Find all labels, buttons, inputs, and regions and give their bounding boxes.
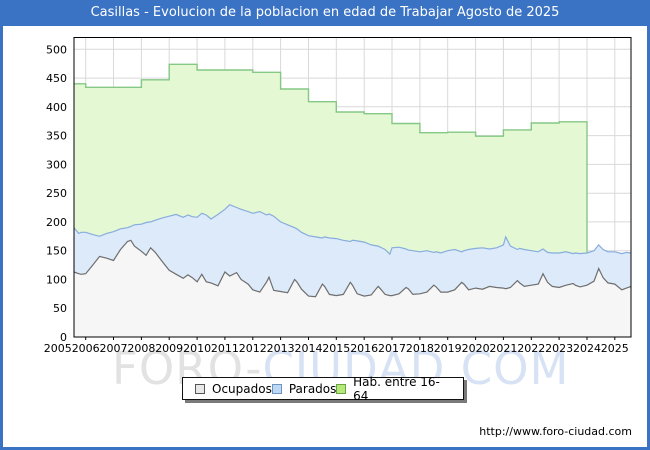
svg-text:2017: 2017 xyxy=(378,342,406,355)
svg-text:2014: 2014 xyxy=(295,342,323,355)
legend-label-hab-16-64: Hab. entre 16-64 xyxy=(353,374,440,403)
svg-text:2022: 2022 xyxy=(517,342,545,355)
legend-label-parados: Parados xyxy=(288,381,337,396)
svg-text:2020: 2020 xyxy=(462,342,490,355)
legend: Ocupados Parados Hab. entre 16-64 xyxy=(182,375,464,403)
hab-16-64-swatch-icon xyxy=(336,383,347,394)
svg-text:2021: 2021 xyxy=(489,342,517,355)
svg-text:150: 150 xyxy=(46,245,67,258)
legend-item-hab-16-64: Hab. entre 16-64 xyxy=(336,375,451,403)
svg-text:0: 0 xyxy=(60,331,67,344)
svg-text:2010: 2010 xyxy=(183,342,211,355)
site-url[interactable]: http://www.foro-ciudad.com xyxy=(479,425,632,438)
svg-text:2018: 2018 xyxy=(406,342,434,355)
svg-text:2015: 2015 xyxy=(322,342,350,355)
svg-text:250: 250 xyxy=(46,187,67,200)
svg-text:350: 350 xyxy=(46,130,67,143)
svg-text:500: 500 xyxy=(46,43,67,56)
svg-text:2007: 2007 xyxy=(100,342,128,355)
svg-text:2008: 2008 xyxy=(127,342,155,355)
svg-text:200: 200 xyxy=(46,216,67,229)
svg-text:2009: 2009 xyxy=(155,342,183,355)
parados-swatch-icon xyxy=(271,383,282,394)
svg-text:50: 50 xyxy=(53,302,67,315)
svg-text:450: 450 xyxy=(46,72,67,85)
svg-text:2006: 2006 xyxy=(72,342,100,355)
svg-text:2012: 2012 xyxy=(239,342,267,355)
legend-item-parados: Parados xyxy=(271,381,337,396)
legend-item-ocupados: Ocupados xyxy=(195,382,272,396)
ocupados-swatch-icon xyxy=(195,383,205,394)
chart-title: Casillas - Evolucion de la poblacion en … xyxy=(0,0,650,26)
svg-text:2013: 2013 xyxy=(267,342,295,355)
svg-text:100: 100 xyxy=(46,274,67,287)
svg-text:2024: 2024 xyxy=(573,342,601,355)
svg-text:2019: 2019 xyxy=(434,342,462,355)
svg-text:2016: 2016 xyxy=(350,342,378,355)
svg-text:400: 400 xyxy=(46,101,67,114)
legend-label-ocupados: Ocupados xyxy=(212,381,272,396)
svg-text:2011: 2011 xyxy=(211,342,239,355)
svg-text:300: 300 xyxy=(46,158,67,171)
svg-text:2025: 2025 xyxy=(601,342,629,355)
svg-text:2005: 2005 xyxy=(44,342,72,355)
svg-text:2023: 2023 xyxy=(545,342,573,355)
